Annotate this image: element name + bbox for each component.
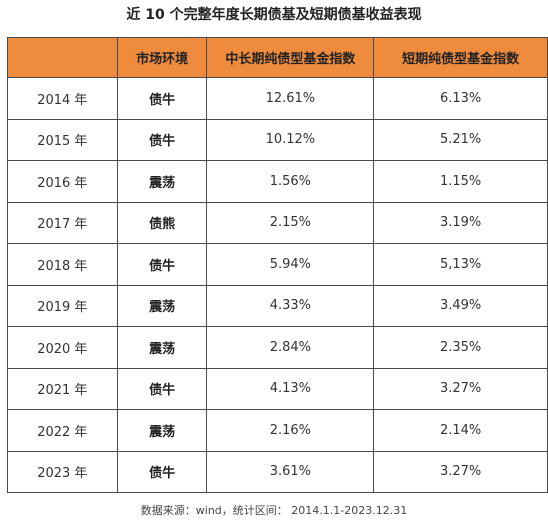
long-term-return-cell: 4.13% [206,367,375,410]
header-market-environment: 市场环境 [116,37,208,78]
market-cell: 债牛 [116,243,208,286]
page-title: 近 10 个完整年度长期债基及短期债基收益表现 [126,7,422,23]
market-cell: 债牛 [116,450,208,493]
long-term-return-cell: 12.61% [206,77,375,120]
table-row: 2016 年 震荡 1.56% 1.15% [7,160,548,203]
year-cell: 2022 年 [7,409,118,452]
short-term-return-cell: 2.14% [373,409,548,452]
long-term-return-cell: 2.16% [206,409,375,452]
data-source-note: 数据来源：wind，统计区间： 2014.1.1-2023.12.31 [140,504,408,517]
year-cell: 2017 年 [7,201,118,244]
short-term-return-cell: 3.27% [373,367,548,410]
market-cell: 债牛 [116,367,208,410]
long-term-return-cell: 1.56% [206,160,375,203]
long-term-return-cell: 3.61% [206,450,375,493]
table-row: 2023 年 债牛 3.61% 3.27% [7,450,548,493]
short-term-return-cell: 3.49% [373,284,548,327]
year-cell: 2020 年 [7,326,118,369]
short-term-return-cell: 2.35% [373,326,548,369]
short-term-return-cell: 5.21% [373,118,548,161]
year-cell: 2021 年 [7,367,118,410]
short-term-return-cell: 6.13% [373,77,548,120]
market-cell: 震荡 [116,326,208,369]
short-term-return-cell: 1.15% [373,160,548,203]
header-long-term-index: 中长期纯债型基金指数 [206,37,375,78]
market-cell: 债牛 [116,77,208,120]
long-term-return-cell: 2.84% [206,326,375,369]
year-cell: 2015 年 [7,118,118,161]
short-term-return-cell: 5,13% [373,243,548,286]
long-term-return-cell: 10.12% [206,118,375,161]
year-cell: 2018 年 [7,243,118,286]
short-term-return-cell: 3.27% [373,450,548,493]
header-short-term-index: 短期纯债型基金指数 [373,37,548,78]
table-row: 2017 年 债熊 2.15% 3.19% [7,201,548,244]
table-row: 2014 年 债牛 12.61% 6.13% [7,77,548,120]
market-cell: 震荡 [116,160,208,203]
year-cell: 2019 年 [7,284,118,327]
long-term-return-cell: 2.15% [206,201,375,244]
table-row: 2015 年 债牛 10.12% 5.21% [7,118,548,161]
table-row: 2020 年 震荡 2.84% 2.35% [7,326,548,369]
market-cell: 债牛 [116,118,208,161]
header-year [7,37,118,78]
short-term-return-cell: 3.19% [373,201,548,244]
long-term-return-cell: 5.94% [206,243,375,286]
table-row: 2022 年 震荡 2.16% 2.14% [7,409,548,452]
year-cell: 2016 年 [7,160,118,203]
market-cell: 债熊 [116,201,208,244]
table-row: 2019 年 震荡 4.33% 3.49% [7,284,548,327]
year-cell: 2014 年 [7,77,118,120]
market-cell: 震荡 [116,284,208,327]
fund-returns-table: 市场环境 中长期纯债型基金指数 短期纯债型基金指数 2014 年 债牛 12.6… [7,37,548,493]
table-row: 2021 年 债牛 4.13% 3.27% [7,367,548,410]
table-header-row: 市场环境 中长期纯债型基金指数 短期纯债型基金指数 [7,37,548,78]
long-term-return-cell: 4.33% [206,284,375,327]
market-cell: 震荡 [116,409,208,452]
table-row: 2018 年 债牛 5.94% 5,13% [7,243,548,286]
year-cell: 2023 年 [7,450,118,493]
